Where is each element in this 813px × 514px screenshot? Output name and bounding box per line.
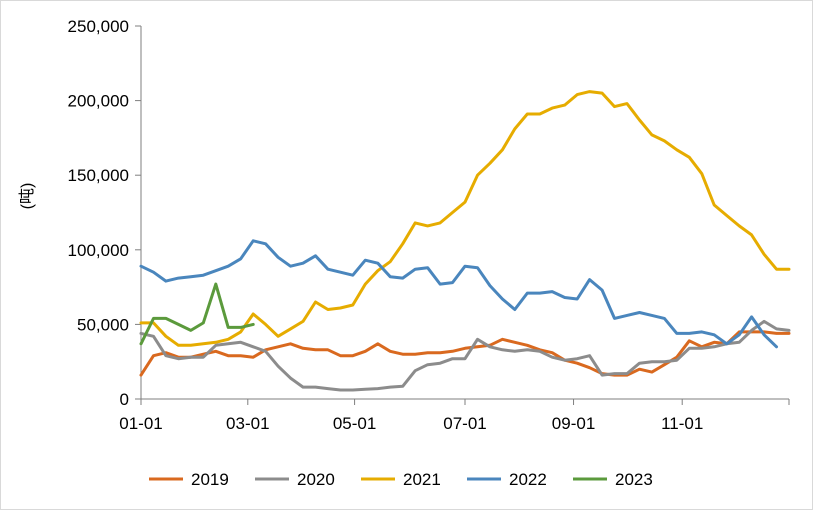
y-tick-label: 200,000	[68, 92, 129, 111]
y-axis-title-group: (吨)	[18, 183, 36, 210]
legend-label-2023: 2023	[615, 470, 653, 489]
legend-label-2019: 2019	[191, 470, 229, 489]
legend-label-2020: 2020	[297, 470, 335, 489]
x-tick-label: 01-01	[119, 414, 162, 433]
y-axis-title: (吨)	[18, 183, 36, 210]
legend-label-2022: 2022	[509, 470, 547, 489]
x-tick-label: 09-01	[552, 414, 595, 433]
y-tick-label: 50,000	[77, 315, 129, 334]
x-tick-label: 03-01	[226, 414, 269, 433]
y-tick-label: 100,000	[68, 241, 129, 260]
y-tick-label: 250,000	[68, 17, 129, 36]
y-tick-label: 150,000	[68, 166, 129, 185]
legend-label-2021: 2021	[403, 470, 441, 489]
series-line-2023	[139, 282, 255, 346]
x-tick-label: 05-01	[333, 414, 376, 433]
x-axis-ticks: 01-01 03-01 05-01 07-01 09-01 11-01	[119, 399, 790, 433]
series-line-2022	[139, 239, 778, 349]
series-line-2021	[139, 90, 791, 347]
y-tick-label: 0	[120, 390, 129, 409]
legend: 2019 2020 2021 2022 2023	[149, 470, 653, 489]
x-tick-label: 07-01	[443, 414, 486, 433]
series-line-2020	[139, 319, 791, 392]
series-lines	[139, 90, 791, 392]
x-tick-label: 11-01	[661, 414, 703, 433]
series-line-2019	[139, 330, 791, 377]
y-axis-ticks: 0 50,000 100,000 150,000 200,000 250,000	[68, 17, 141, 409]
